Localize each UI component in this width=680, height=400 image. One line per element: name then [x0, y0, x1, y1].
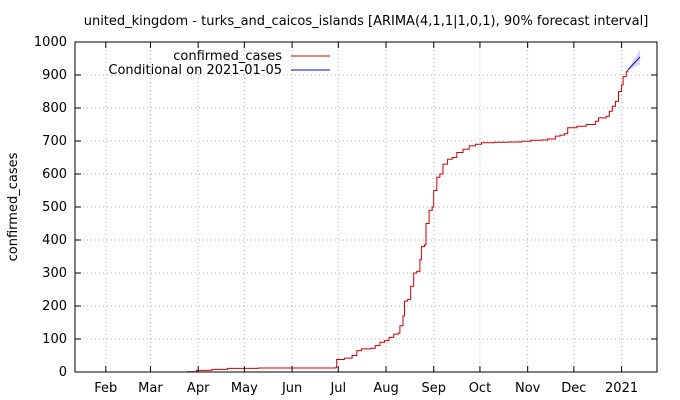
x-tick-label: Apr [187, 381, 210, 396]
series-line-0 [185, 70, 629, 373]
x-tick-label: Jun [281, 381, 302, 396]
x-tick-label: Feb [94, 381, 117, 396]
y-tick-label: 400 [42, 233, 67, 248]
x-tick-label: Mar [138, 381, 163, 396]
y-tick-label: 600 [42, 167, 67, 182]
y-tick-label: 300 [42, 266, 67, 281]
chart-title: united_kingdom - turks_and_caicos_island… [84, 14, 649, 29]
x-axis-ticks: Feb Mar Apr May Jun Jul Aug Sep Oct Nov Dec 2021 [94, 42, 638, 396]
y-tick-label: 100 [42, 332, 67, 347]
forecast-interval-band [627, 49, 641, 71]
x-tick-label: Oct [469, 381, 491, 396]
y-tick-label: 200 [42, 299, 67, 314]
y-tick-label: 500 [42, 200, 67, 215]
x-tick-label: Aug [373, 381, 398, 396]
x-tick-label: 2021 [605, 381, 638, 396]
y-tick-label: 1000 [34, 35, 67, 50]
y-tick-label: 900 [42, 68, 67, 83]
y-tick-label: 700 [42, 134, 67, 149]
x-tick-label: Dec [561, 381, 586, 396]
legend-label-1: Conditional on 2021-01-05 [108, 63, 282, 78]
plot-frame [74, 41, 658, 373]
y-axis-label: confirmed_cases [6, 152, 21, 261]
y-tick-label: 0 [59, 365, 67, 380]
y-axis-ticks: 0 100 200 300 400 500 600 700 800 900 1000 [34, 35, 657, 380]
x-tick-label: Sep [421, 381, 446, 396]
forecast-band-layer [627, 49, 641, 71]
y-tick-label: 800 [42, 101, 67, 116]
series-layer [185, 56, 641, 373]
x-tick-label: Jul [329, 381, 346, 396]
series-line-1 [627, 56, 641, 71]
legend-label-0: confirmed_cases [173, 49, 282, 64]
x-tick-label: Nov [515, 381, 541, 396]
grid [75, 42, 657, 372]
x-tick-label: May [231, 381, 258, 396]
